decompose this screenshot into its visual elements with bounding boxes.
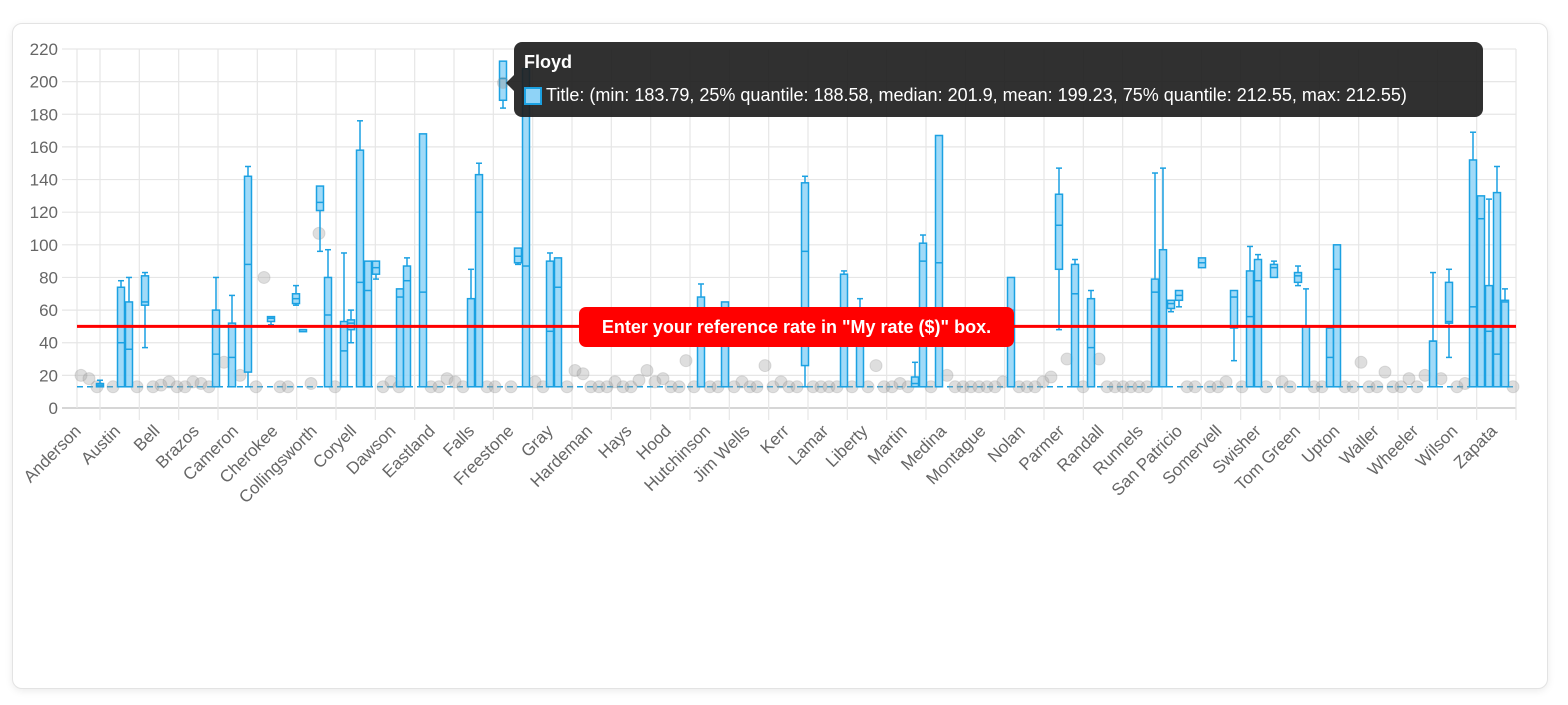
box-item[interactable] <box>346 309 356 344</box>
y-tick-label: 60 <box>39 301 58 320</box>
x-tick-label: Hays <box>595 421 636 462</box>
box-item[interactable] <box>1166 299 1176 313</box>
box-item[interactable] <box>1301 288 1311 388</box>
box-item[interactable] <box>266 315 276 326</box>
x-tick-label: Anderson <box>20 421 85 486</box>
box-item[interactable] <box>1500 288 1510 388</box>
box-item[interactable] <box>1150 172 1160 388</box>
box-item[interactable] <box>1484 198 1494 388</box>
box-item[interactable] <box>1269 260 1279 279</box>
box-item[interactable] <box>315 185 325 253</box>
box-item[interactable] <box>1158 167 1168 388</box>
x-tick-label: Bell <box>130 421 163 454</box>
series-swatch-icon <box>524 86 542 105</box>
reference-label-text: Enter your reference rate in "My rate ($… <box>601 316 992 337</box>
tooltip-arrow <box>506 75 514 91</box>
y-tick-label: 180 <box>30 105 58 124</box>
y-tick-label: 40 <box>39 334 58 353</box>
y-tick-label: 140 <box>30 171 58 190</box>
box-item[interactable] <box>545 252 555 388</box>
box-item[interactable] <box>1197 257 1207 269</box>
box-item[interactable] <box>474 162 484 388</box>
y-tick-label: 0 <box>49 399 58 418</box>
box-item[interactable] <box>1253 253 1263 388</box>
box-item[interactable] <box>800 175 810 388</box>
box-item[interactable] <box>513 247 523 266</box>
tooltip: Floyd Title: (min: 183.79, 25% quantile:… <box>506 42 1483 117</box>
box-item[interactable] <box>243 165 253 388</box>
box-item[interactable] <box>1444 268 1454 359</box>
box-item[interactable] <box>402 257 412 388</box>
box-item[interactable] <box>1332 244 1342 388</box>
box-item[interactable] <box>291 284 301 306</box>
box-item[interactable] <box>553 257 563 388</box>
y-tick-label: 120 <box>30 203 58 222</box>
box-item[interactable] <box>1428 271 1438 388</box>
x-tick-label: Austin <box>77 421 124 468</box>
box-item[interactable] <box>1492 165 1502 388</box>
reference-line-label: Enter your reference rate in "My rate ($… <box>579 307 1014 347</box>
box-item[interactable] <box>418 133 428 388</box>
y-tick-label: 20 <box>39 366 58 385</box>
box-item[interactable] <box>298 328 308 333</box>
box-item[interactable] <box>1070 258 1080 388</box>
tooltip-text: Title: (min: 183.79, 25% quantile: 188.5… <box>546 85 1407 105</box>
y-tick-label: 200 <box>30 73 58 92</box>
box-item[interactable] <box>1086 289 1096 388</box>
box-item[interactable] <box>116 279 126 388</box>
x-tick-label: Liberty <box>822 421 872 471</box>
box-item[interactable] <box>395 288 405 388</box>
y-axis: 0 20 40 60 80 100 120 140 160 180 200 220 <box>30 40 58 418</box>
box-item[interactable] <box>124 276 134 388</box>
box-item[interactable] <box>211 276 221 388</box>
y-tick-label: 220 <box>30 40 58 59</box>
box-item[interactable] <box>355 120 365 388</box>
box-item[interactable] <box>1174 289 1184 308</box>
chart-card <box>12 23 1548 689</box>
box-item[interactable] <box>1054 167 1064 331</box>
y-tick-label: 100 <box>30 236 58 255</box>
box-item[interactable] <box>934 134 944 388</box>
box-item[interactable] <box>1468 131 1478 388</box>
box-item[interactable] <box>339 252 349 388</box>
box-item[interactable] <box>466 268 476 388</box>
tooltip-title: Floyd <box>524 52 572 72</box>
box-item[interactable] <box>1293 265 1303 287</box>
box-item[interactable] <box>363 260 373 388</box>
x-tick-label: Zapata <box>1450 421 1501 472</box>
box-item[interactable] <box>910 361 920 388</box>
box-item[interactable] <box>1229 289 1239 362</box>
y-tick-label: 80 <box>39 268 58 287</box>
box-item[interactable] <box>371 260 381 280</box>
box-item[interactable] <box>1245 245 1255 388</box>
box-item[interactable] <box>95 379 105 388</box>
box-item[interactable] <box>1325 327 1335 388</box>
tooltip-row: Title: (min: 183.79, 25% quantile: 188.5… <box>524 85 1407 106</box>
box-item[interactable] <box>227 294 237 388</box>
box-item[interactable] <box>1476 195 1486 388</box>
box-item[interactable] <box>323 248 333 388</box>
x-tick-label: Upton <box>1298 421 1344 467</box>
y-tick-label: 160 <box>30 138 58 157</box>
